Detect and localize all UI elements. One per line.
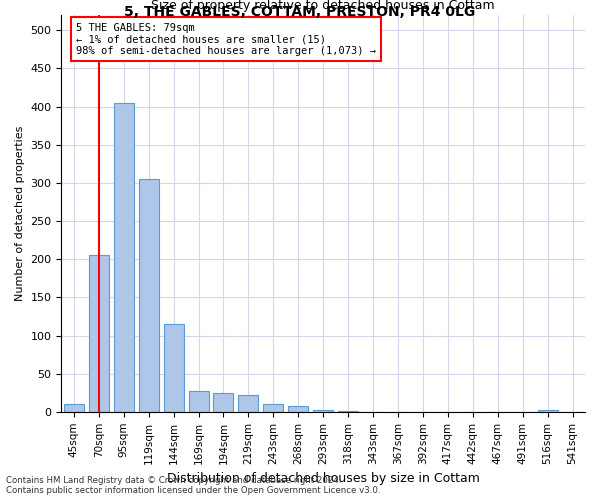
- Text: 5 THE GABLES: 79sqm
← 1% of detached houses are smaller (15)
98% of semi-detache: 5 THE GABLES: 79sqm ← 1% of detached hou…: [76, 22, 376, 56]
- Bar: [114, 103, 134, 412]
- Bar: [238, 395, 259, 412]
- Bar: [313, 410, 333, 412]
- Text: 5, THE GABLES, COTTAM, PRESTON, PR4 0LG: 5, THE GABLES, COTTAM, PRESTON, PR4 0LG: [124, 5, 476, 19]
- Bar: [89, 256, 109, 412]
- Bar: [64, 404, 84, 412]
- Text: Contains HM Land Registry data © Crown copyright and database right 2024.
Contai: Contains HM Land Registry data © Crown c…: [6, 476, 380, 495]
- Bar: [164, 324, 184, 412]
- Bar: [263, 404, 283, 412]
- Y-axis label: Number of detached properties: Number of detached properties: [15, 126, 25, 301]
- Bar: [188, 391, 209, 412]
- Bar: [214, 392, 233, 412]
- Bar: [538, 410, 557, 412]
- X-axis label: Distribution of detached houses by size in Cottam: Distribution of detached houses by size …: [167, 472, 479, 485]
- Title: Size of property relative to detached houses in Cottam: Size of property relative to detached ho…: [151, 0, 495, 12]
- Bar: [139, 179, 158, 412]
- Bar: [288, 406, 308, 412]
- Bar: [338, 411, 358, 412]
